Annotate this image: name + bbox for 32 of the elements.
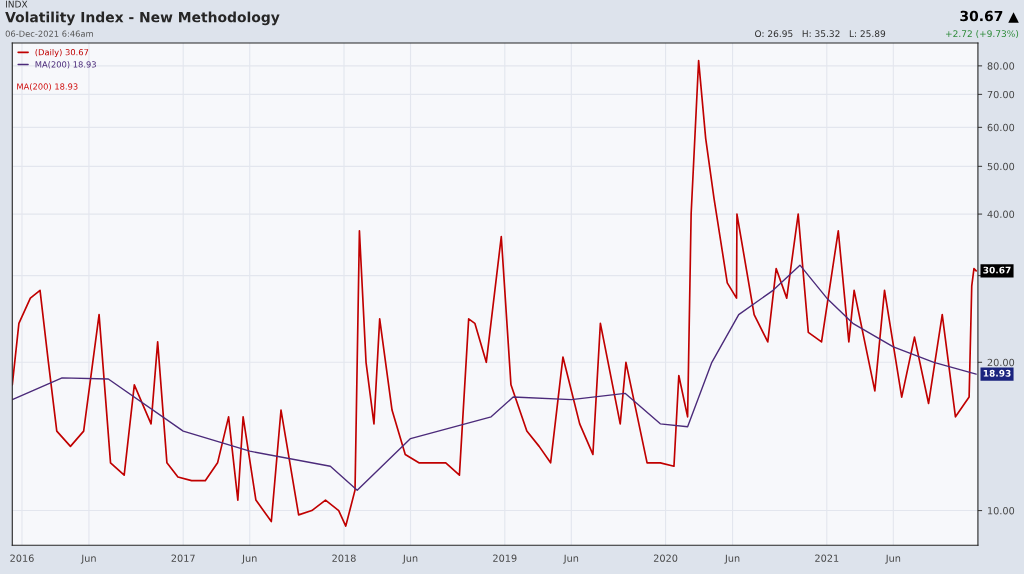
legend-label: (Daily) 30.67 bbox=[35, 48, 89, 57]
x-tick-label: 2018 bbox=[332, 554, 356, 562]
x-tick-label: Jun bbox=[80, 554, 96, 564]
y-tick-label: 10.00 bbox=[988, 507, 1015, 515]
y-tick-label: 60.00 bbox=[987, 123, 1015, 132]
x-tick-label: Jun bbox=[724, 554, 740, 564]
y-tick-label: 40.00 bbox=[987, 210, 1015, 218]
x-tick-label: Jun bbox=[241, 554, 257, 564]
annotation: MA(200) 18.93 bbox=[17, 83, 78, 91]
y-tick-label: 70.00 bbox=[987, 90, 1015, 99]
y-tick-label: 50.00 bbox=[987, 162, 1015, 171]
text: O: 26.95 H: 35.32 L: 25.89 bbox=[755, 30, 886, 38]
x-tick-label: 2021 bbox=[815, 554, 839, 562]
y-tick-label: 20.00 bbox=[987, 358, 1015, 367]
legend-label: MA(200) 18.93 bbox=[35, 61, 96, 69]
y-tick-label: 80.00 bbox=[987, 62, 1015, 70]
chart-title: Volatility Index - New Methodology bbox=[5, 11, 280, 26]
text: INDX bbox=[6, 0, 28, 8]
x-tick-label: Jun bbox=[563, 554, 579, 564]
x-tick-label: Jun bbox=[885, 554, 901, 564]
line-series bbox=[12, 59, 977, 527]
x-tick-label: 2019 bbox=[493, 554, 517, 562]
x-tick-label: 2017 bbox=[171, 554, 195, 562]
annotation: 30.67 bbox=[983, 266, 1011, 274]
text: 30.67 ▲ bbox=[960, 10, 1019, 23]
line-series bbox=[12, 264, 977, 491]
annotation: 18.93 bbox=[983, 369, 1011, 377]
x-tick-label: 2016 bbox=[10, 554, 34, 562]
text: 06-Dec-2021 6:46am bbox=[5, 30, 93, 37]
text: +2.72 (+9.73%) bbox=[946, 30, 1019, 39]
x-tick-label: Jun bbox=[402, 554, 418, 564]
x-tick-label: 2020 bbox=[653, 554, 678, 562]
